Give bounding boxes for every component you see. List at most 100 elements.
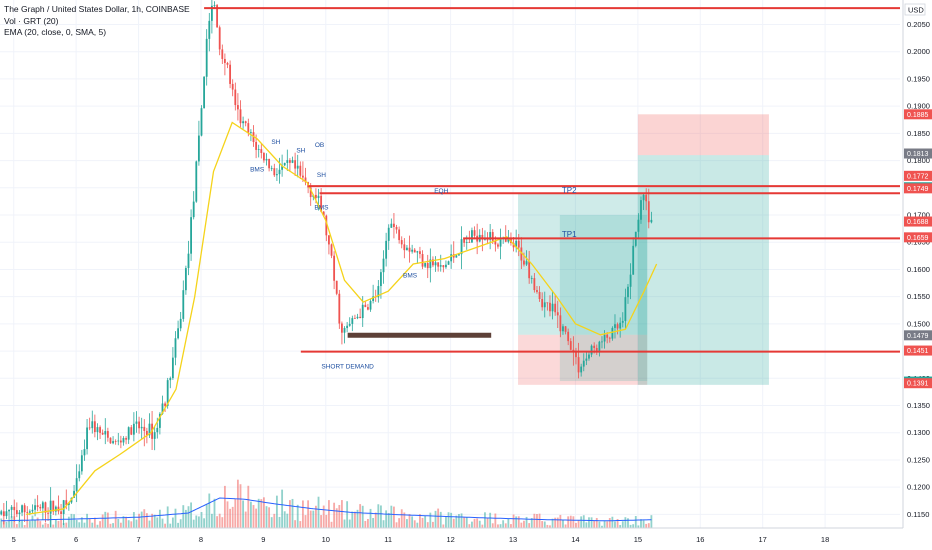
volume-bar: [598, 521, 601, 528]
candle-body: [497, 244, 499, 247]
volume-bar: [158, 509, 161, 528]
time-tick-label: 12: [446, 535, 454, 544]
time-axis[interactable]: 5 6 7 8 9 10 11 12 13 14 15 16 17 18: [0, 527, 903, 544]
candle-body: [54, 506, 57, 512]
volume-bar: [153, 514, 156, 528]
candle-body: [44, 502, 47, 513]
position-box: [559, 215, 648, 382]
volume-bar: [595, 517, 598, 528]
volume-bar: [556, 517, 559, 528]
candle-body: [273, 168, 276, 176]
ema-indicator-label[interactable]: EMA (20, close, 0, SMA, 5): [4, 27, 107, 37]
candle-body: [611, 327, 614, 339]
candle-body: [346, 325, 349, 329]
volume-bar: [18, 519, 21, 528]
volume-bar: [73, 514, 75, 528]
candle-body: [590, 345, 593, 355]
volume-bar: [60, 514, 62, 528]
candle-body: [125, 438, 127, 440]
volume-bar: [491, 523, 494, 528]
candle-body: [465, 242, 468, 243]
volume-bar: [351, 511, 354, 528]
candle-body: [627, 286, 629, 298]
candle-body: [127, 427, 130, 440]
volume-bar: [489, 512, 492, 528]
candle-body: [473, 230, 476, 236]
candle-body: [221, 49, 224, 59]
volume-bar: [533, 513, 536, 528]
volume-bar: [106, 512, 109, 528]
price-axis[interactable]: 0.2050 0.2000 0.1950 0.1900 0.1850 0.1800 0.17…: [902, 0, 932, 528]
volume-bar: [387, 513, 390, 528]
candle-body: [260, 149, 263, 153]
candle-body: [184, 268, 187, 291]
candle-body: [616, 324, 619, 329]
candle-body: [177, 328, 179, 339]
candle-body: [99, 427, 101, 433]
volume-bar: [647, 523, 650, 528]
volume-bar: [223, 485, 226, 528]
candle-body: [325, 215, 328, 236]
volume-bar: [572, 516, 575, 528]
candle-body: [179, 318, 182, 329]
volume-bar: [218, 513, 221, 528]
volume-bar: [179, 519, 182, 528]
candle-body: [234, 89, 237, 106]
candle-body: [143, 426, 146, 431]
volume-bar: [416, 522, 419, 528]
candle-body: [632, 245, 635, 275]
candle-body: [538, 291, 541, 299]
candle-body: [244, 121, 247, 124]
candle-body: [286, 160, 289, 163]
candle-body: [585, 358, 588, 361]
volume-bar: [31, 515, 34, 528]
candle-body: [564, 326, 567, 332]
volume-bar: [132, 512, 135, 528]
price-tag-label: 0.1772: [907, 173, 929, 180]
price-tag-label: 0.1479: [907, 333, 929, 340]
candle-body: [343, 328, 346, 333]
volume-bar: [413, 520, 416, 528]
candle-body: [369, 301, 372, 310]
candle-body: [471, 230, 473, 243]
volume-bar: [346, 501, 349, 528]
volume-bar: [190, 502, 192, 528]
candle-body: [533, 278, 536, 291]
candle-body: [601, 341, 603, 343]
volume-bar: [328, 500, 330, 528]
volume-bar: [359, 504, 362, 528]
candle-body: [257, 149, 260, 150]
volume-bar: [504, 523, 507, 528]
volume-bar: [627, 518, 629, 528]
volume-bar: [112, 523, 114, 528]
candle-body: [268, 158, 271, 169]
price-tag-label: 0.1749: [907, 186, 929, 193]
candle-body: [588, 354, 590, 359]
currency-box: [904, 3, 926, 16]
candle-body: [458, 254, 460, 256]
volume-bar: [374, 512, 377, 528]
volume-bar: [400, 509, 403, 528]
candle-body: [549, 302, 551, 312]
candle-body: [117, 440, 120, 442]
candle-body: [226, 62, 229, 65]
volume-indicator-label[interactable]: Vol · GRT (20): [4, 15, 59, 26]
symbol-title[interactable]: The Graph / United States Dollar, 1h, CO…: [4, 4, 190, 14]
candle-body: [216, 5, 219, 28]
candle-body: [302, 175, 304, 178]
time-tick-label: 13: [509, 535, 517, 544]
volume-bar: [5, 521, 8, 528]
volume-bar: [445, 516, 447, 528]
volume-bar: [242, 500, 245, 528]
volume-bar: [278, 516, 281, 528]
candle-body: [0, 511, 3, 515]
candle-body: [517, 240, 520, 248]
price-tag-label: 0.1391: [907, 381, 929, 388]
volume-bar: [216, 516, 219, 528]
volume-bar: [47, 523, 49, 528]
candle-body: [304, 177, 307, 183]
price-tick-label: 0.1600: [907, 265, 930, 274]
volume-bar: [541, 521, 544, 528]
volume-bar: [354, 511, 356, 528]
